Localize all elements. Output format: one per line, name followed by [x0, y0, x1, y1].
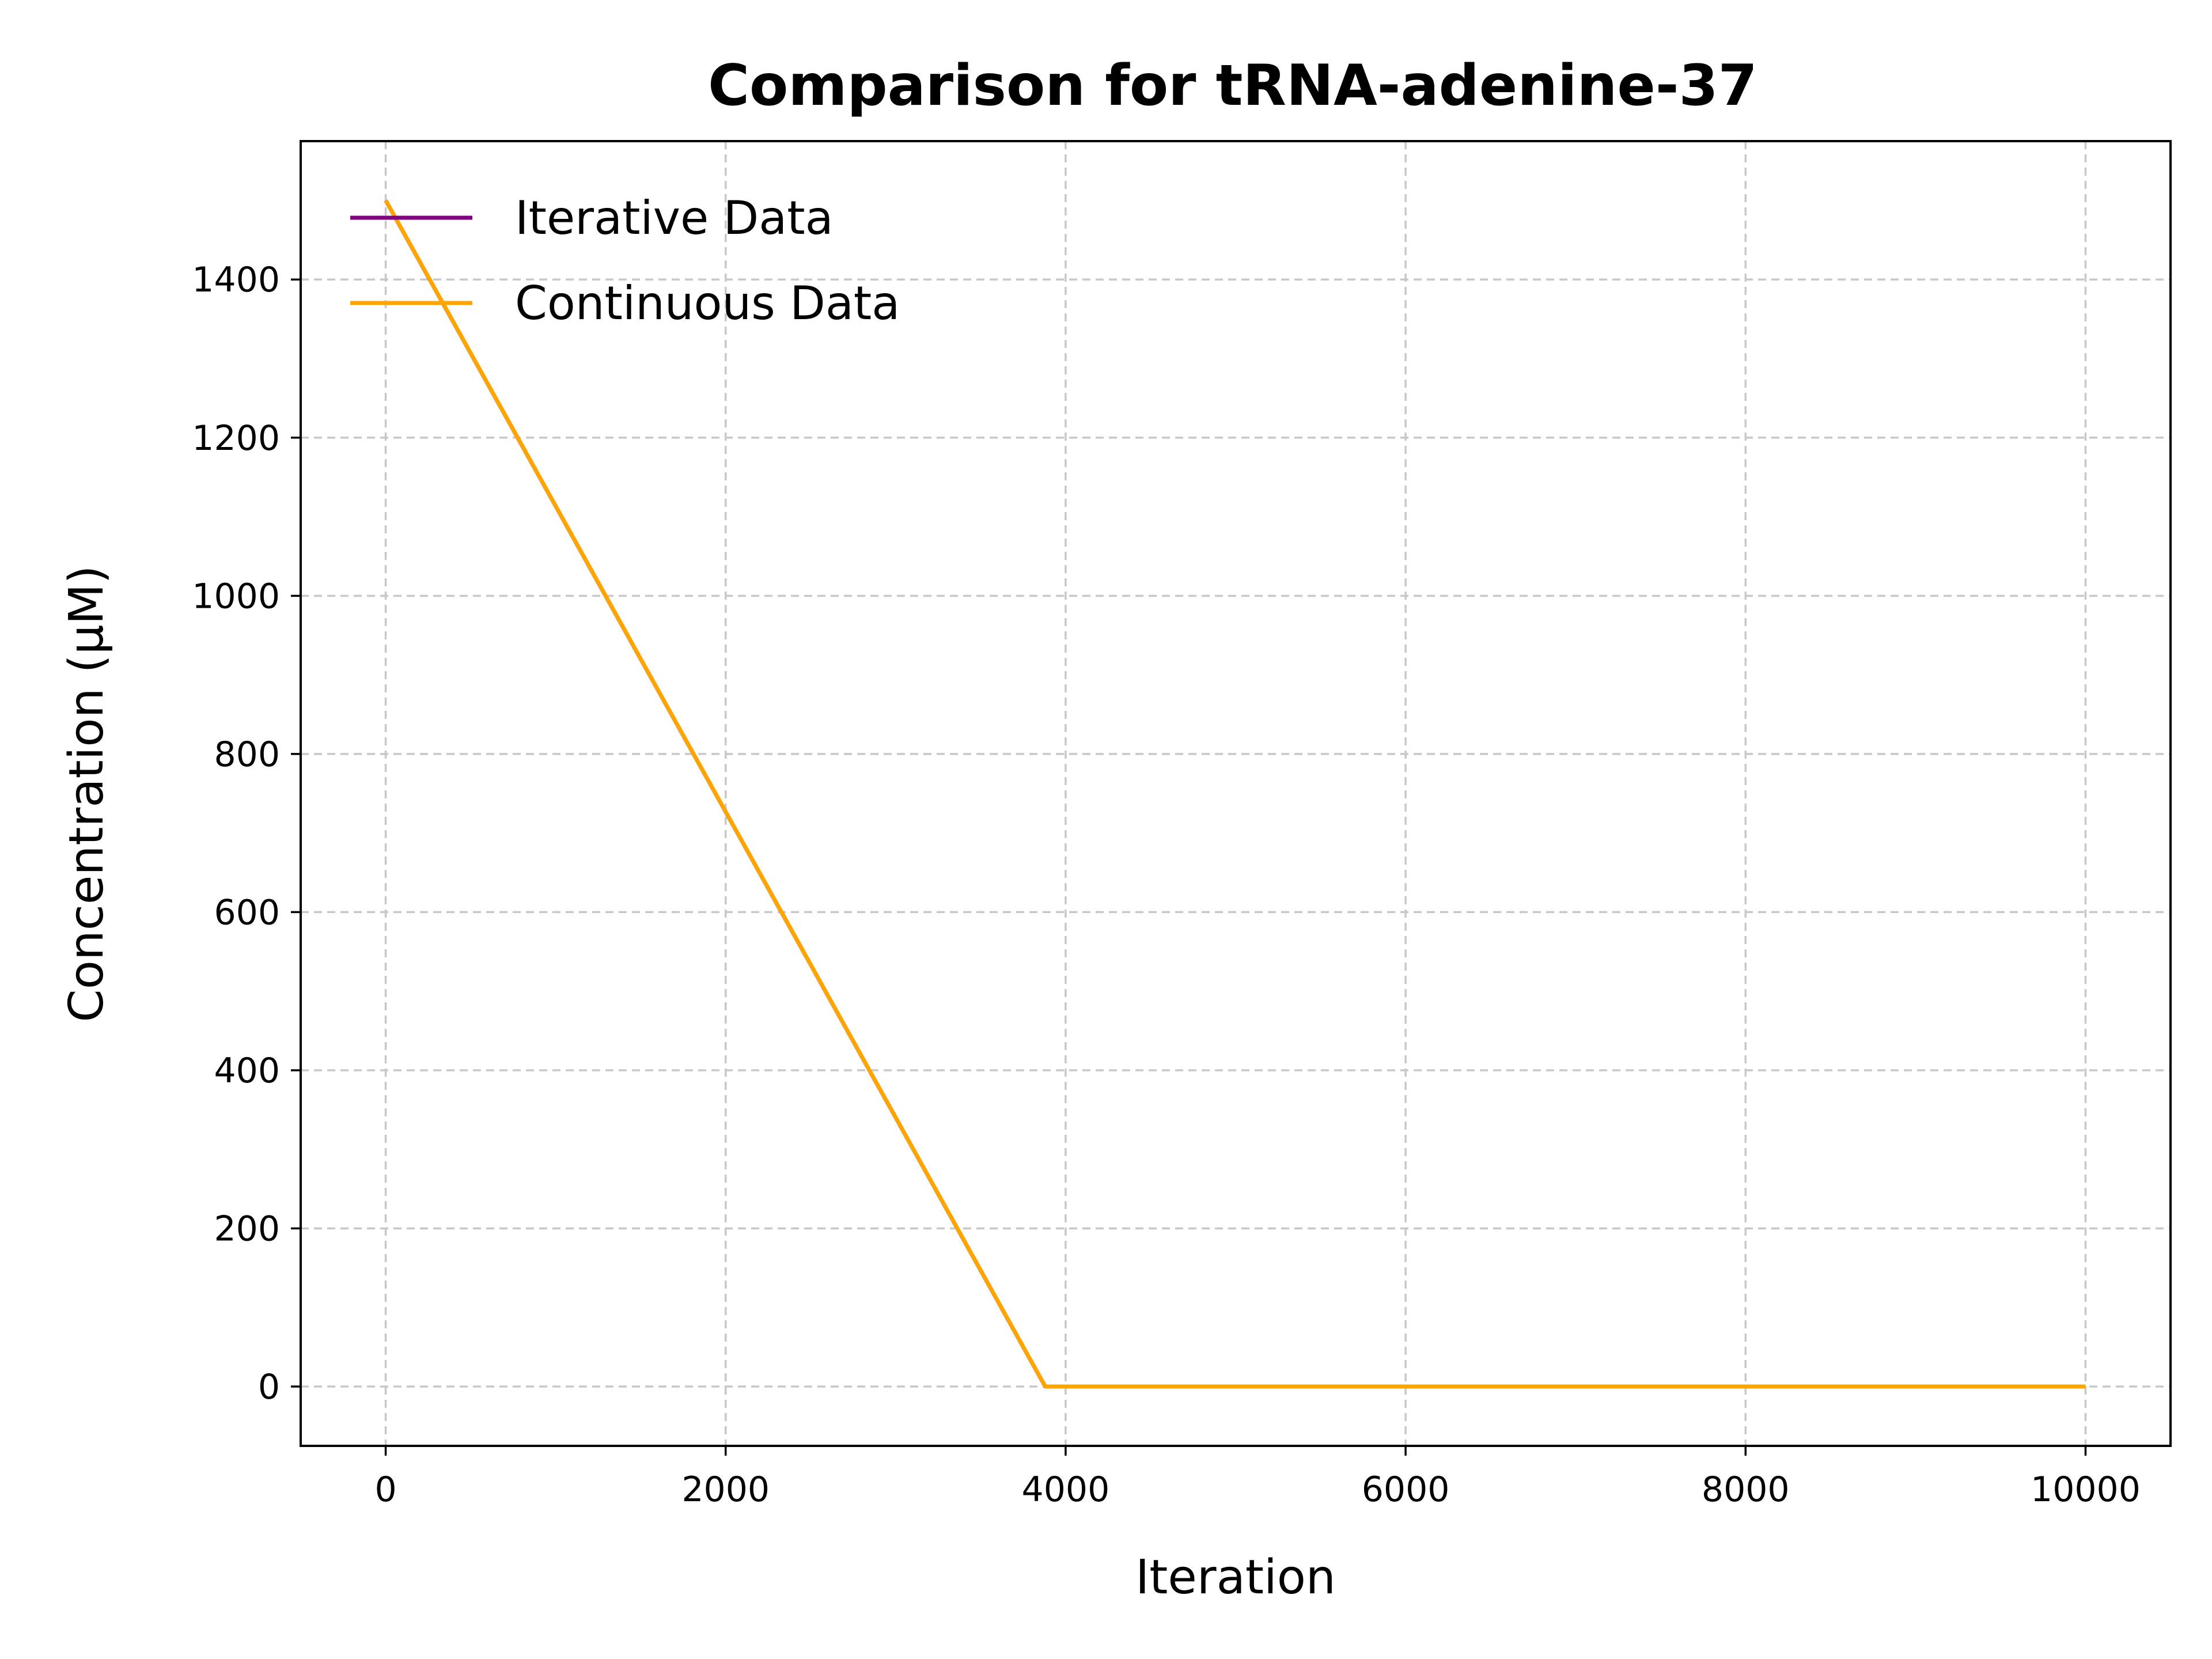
y-tick-label: 600 — [214, 892, 280, 933]
x-tick-label: 10000 — [2031, 1469, 2141, 1510]
x-tick-label: 4000 — [1022, 1469, 1110, 1510]
x-tick-label: 2000 — [681, 1469, 770, 1510]
plot-frame — [300, 140, 2172, 1447]
x-tick-label: 8000 — [1702, 1469, 1790, 1510]
y-tick-label: 0 — [258, 1367, 280, 1407]
grid-layer — [301, 141, 2171, 1446]
series-layer — [384, 199, 2086, 1389]
legend-item: Iterative Data — [350, 191, 834, 245]
ticks-layer: 0 2000 4000 6000 8000 10000 0 200 400 600 800 1000 1… — [192, 260, 2141, 1510]
y-tick-label: 400 — [214, 1051, 280, 1091]
legend-item: Continuous Data — [350, 276, 900, 330]
y-tick-label: 1200 — [192, 418, 280, 459]
y-tick-label: 800 — [214, 734, 280, 775]
y-tick-label: 200 — [214, 1209, 280, 1249]
x-tick-label: 0 — [374, 1469, 396, 1510]
legend-label: Iterative Data — [515, 191, 834, 245]
x-tick-label: 6000 — [1362, 1469, 1450, 1510]
legend-label: Continuous Data — [515, 276, 900, 330]
y-axis-label: Concentration (μM) — [59, 565, 114, 1022]
series-line-2 — [384, 199, 2086, 1389]
chart-title: Comparison for tRNA-adenine-37 — [708, 53, 1758, 119]
x-axis-label: Iteration — [1135, 1550, 1336, 1605]
y-tick-label: 1400 — [192, 260, 280, 300]
legend: Iterative Data Continuous Data — [350, 191, 900, 330]
y-tick-label: 1000 — [192, 576, 280, 616]
